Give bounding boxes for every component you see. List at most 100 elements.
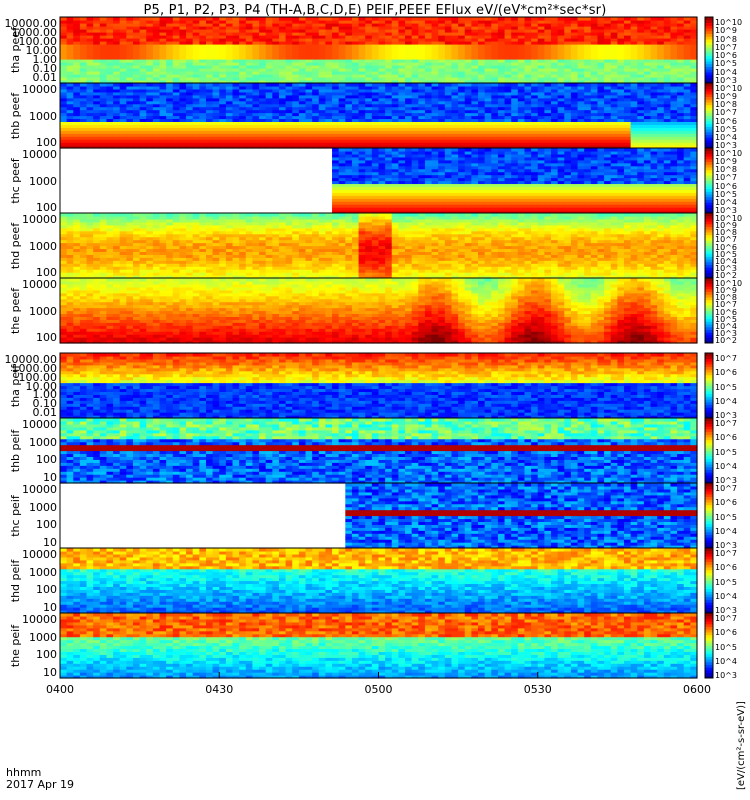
heatmap-cell [278, 23, 287, 27]
heatmap-cell [212, 74, 220, 78]
heatmap-cell [497, 77, 506, 81]
heatmap-cell [418, 38, 426, 42]
heatmap-cell [139, 85, 147, 90]
heatmap-cell [531, 32, 539, 36]
heatmap-cell [391, 148, 400, 152]
heatmap-cell [484, 50, 492, 54]
heatmap-cell [146, 136, 154, 140]
heatmap-cell [584, 44, 592, 48]
heatmap-cell [66, 56, 74, 60]
heatmap-cell [511, 65, 519, 69]
heatmap-cell [285, 80, 293, 84]
heatmap-cell [259, 26, 267, 30]
heatmap-cell [332, 38, 340, 42]
heatmap-cell [139, 106, 147, 111]
heatmap-cell [610, 71, 618, 75]
heatmap-cell [139, 142, 147, 146]
heatmap-cell [451, 38, 459, 42]
heatmap-cell [225, 80, 234, 84]
heatmap-cell [332, 53, 340, 57]
heatmap-cell [405, 56, 413, 60]
heatmap-cell [391, 56, 400, 60]
heatmap-cell [663, 56, 672, 60]
heatmap-cell [212, 50, 220, 54]
heatmap-cell [570, 44, 579, 48]
heatmap-cell [205, 77, 214, 81]
heatmap-cell [212, 59, 220, 63]
heatmap-cell [278, 80, 287, 84]
heatmap-cell [146, 38, 154, 42]
colorbar [704, 82, 714, 149]
heatmap-cell [146, 65, 154, 69]
heatmap-cell [517, 74, 526, 78]
heatmap-cell [471, 53, 479, 57]
heatmap-cell [385, 23, 393, 27]
heatmap-cell [272, 29, 280, 33]
heatmap-cell [252, 80, 260, 84]
heatmap-cell [259, 68, 267, 72]
heatmap-cell [126, 59, 134, 63]
heatmap-cell [186, 35, 194, 39]
heatmap-cell [79, 100, 88, 105]
heatmap-cell [637, 41, 645, 45]
heatmap-cell [205, 20, 214, 24]
heatmap-cell [139, 74, 147, 78]
heatmap-cell [551, 23, 559, 27]
heatmap-cell [670, 65, 678, 69]
heatmap-cell [610, 83, 618, 87]
heatmap-cell [60, 97, 68, 102]
heatmap-cell [278, 47, 287, 51]
heatmap-cell [451, 71, 459, 75]
heatmap-cell [491, 53, 499, 57]
heatmap-cell [79, 115, 88, 120]
heatmap-cell [564, 26, 572, 30]
heatmap-cell [159, 74, 167, 78]
heatmap-cell [531, 41, 539, 45]
heatmap-cell [657, 26, 665, 30]
heatmap-cell [119, 142, 127, 146]
heatmap-cell [517, 47, 526, 51]
heatmap-cell [431, 71, 439, 75]
heatmap-cell [617, 23, 625, 27]
heatmap-cell [86, 17, 94, 21]
heatmap-cell [597, 62, 605, 66]
colorbar-segment [705, 17, 713, 21]
heatmap-cell [378, 35, 386, 39]
heatmap-cell [225, 74, 234, 78]
heatmap-cell [338, 20, 346, 24]
heatmap-cell [391, 44, 400, 48]
heatmap-cell [418, 74, 426, 78]
heatmap-cell [597, 35, 605, 39]
heatmap-cell [298, 17, 307, 21]
heatmap-cell [152, 26, 161, 30]
heatmap-cell [66, 130, 74, 134]
heatmap-cell [205, 83, 214, 87]
heatmap-cell [292, 71, 300, 75]
heatmap-cell [199, 68, 207, 72]
heatmap-cell [451, 32, 459, 36]
heatmap-cell [577, 23, 585, 27]
heatmap-cell [86, 74, 94, 78]
heatmap-cell [643, 47, 652, 51]
heatmap-cell [464, 38, 472, 42]
heatmap-cell [205, 56, 214, 60]
heatmap-cell [60, 115, 68, 120]
heatmap-cell [79, 133, 88, 137]
heatmap-cell [570, 50, 579, 54]
heatmap-cell [584, 35, 592, 39]
heatmap-cell [132, 17, 141, 21]
heatmap-cell [106, 94, 114, 99]
heatmap-cell [265, 56, 273, 60]
heatmap-cell [119, 41, 127, 45]
heatmap-cell [325, 32, 333, 36]
heatmap-cell [205, 53, 214, 57]
heatmap-cell [531, 62, 539, 66]
heatmap-cell [205, 44, 214, 48]
heatmap-cell [458, 32, 466, 36]
heatmap-cell [511, 29, 519, 33]
heatmap-cell [557, 32, 565, 36]
heatmap-cell [650, 71, 658, 75]
heatmap-cell [497, 17, 506, 21]
heatmap-cell [132, 65, 141, 69]
heatmap-cell [418, 29, 426, 33]
